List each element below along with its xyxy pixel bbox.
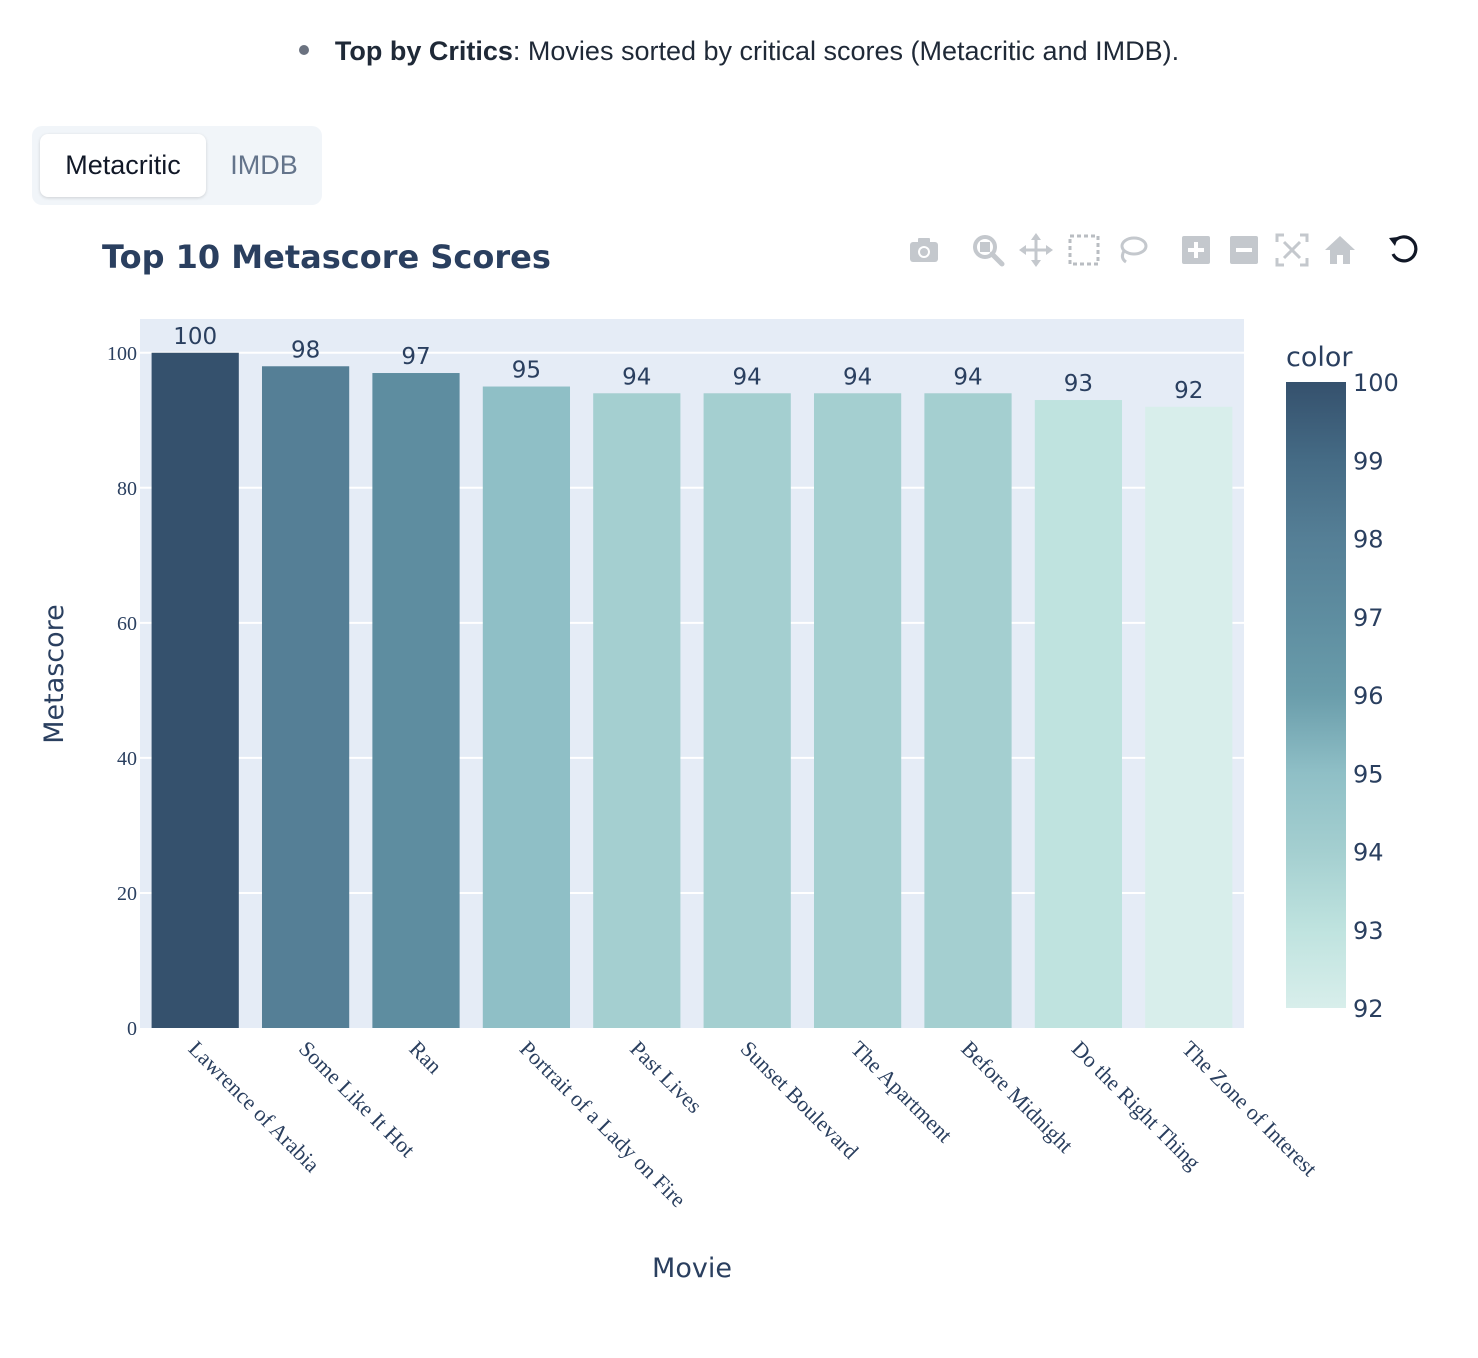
x-axis-title: Movie	[652, 1253, 732, 1284]
colorbar-tick-label: 94	[1353, 839, 1384, 867]
intro-term: Top by Critics	[334, 36, 513, 66]
bar[interactable]	[1145, 406, 1233, 1028]
intro-bullet: Top by Critics: Movies sorted by critica…	[0, 36, 1478, 67]
bar-value-label: 98	[291, 337, 320, 363]
y-tick-label: 60	[117, 613, 137, 635]
pan-icon[interactable]	[1016, 228, 1056, 272]
bar-value-label: 92	[1174, 378, 1203, 404]
x-tick-label: Before Midnight	[956, 1036, 1078, 1158]
bar-value-label: 94	[733, 364, 762, 390]
intro-text: : Movies sorted by critical scores (Meta…	[512, 36, 1180, 66]
colorbar-tick-label: 95	[1353, 760, 1384, 788]
colorbar	[1286, 382, 1346, 1008]
chart-title: Top 10 Metascore Scores	[102, 238, 551, 276]
y-tick-label: 20	[117, 883, 137, 905]
zoom-in-icon[interactable]	[1176, 228, 1216, 272]
reset-axes-icon[interactable]	[1320, 228, 1360, 272]
y-axis-title: Metascore	[39, 604, 70, 744]
y-tick-label: 40	[117, 748, 137, 770]
lasso-select-icon[interactable]	[1112, 228, 1152, 272]
colorbar-tick-label: 99	[1353, 447, 1384, 475]
bar[interactable]	[1034, 400, 1123, 1028]
colorbar-tick-label: 96	[1353, 682, 1384, 710]
colorbar-title: color	[1286, 342, 1353, 373]
x-tick-label: Past Lives	[625, 1036, 707, 1118]
reset-icon[interactable]	[1384, 228, 1424, 272]
bar-value-label: 94	[843, 364, 872, 390]
bar[interactable]	[372, 373, 460, 1028]
bar[interactable]	[151, 352, 239, 1028]
tab-metacritic[interactable]: Metacritic	[40, 134, 206, 197]
bar[interactable]	[261, 366, 350, 1028]
bar-value-label: 94	[953, 364, 982, 390]
y-tick-label: 0	[127, 1018, 137, 1040]
colorbar-tick-label: 98	[1353, 526, 1384, 554]
y-tick-label: 80	[117, 478, 137, 500]
bar-value-label: 93	[1064, 371, 1093, 397]
bar[interactable]	[703, 393, 791, 1028]
bar[interactable]	[593, 393, 681, 1028]
x-tick-label: Some Like It Hot	[294, 1036, 420, 1162]
bar[interactable]	[924, 393, 1012, 1028]
x-tick-label: Sunset Boulevard	[736, 1036, 864, 1164]
autoscale-icon[interactable]	[1272, 228, 1312, 272]
bar-value-label: 95	[512, 358, 541, 384]
box-select-icon[interactable]	[1064, 228, 1104, 272]
zoom-out-icon[interactable]	[1224, 228, 1264, 272]
tab-list: Metacritic IMDB	[32, 126, 322, 205]
bar[interactable]	[482, 386, 571, 1028]
x-tick-label: Ran	[404, 1036, 447, 1079]
camera-icon[interactable]	[904, 228, 944, 272]
colorbar-tick-label: 100	[1353, 369, 1399, 397]
tab-imdb[interactable]: IMDB	[230, 150, 298, 180]
bullet-dot	[298, 44, 309, 55]
bar-value-label: 94	[622, 364, 651, 390]
bar-value-label: 100	[173, 324, 217, 350]
colorbar-tick-label: 97	[1353, 604, 1384, 632]
colorbar-tick-label: 93	[1353, 917, 1384, 945]
zoom-icon[interactable]	[968, 228, 1008, 272]
colorbar-tick-label: 92	[1353, 995, 1384, 1023]
x-tick-label: The Apartment	[846, 1036, 957, 1147]
bar[interactable]	[813, 393, 902, 1028]
y-tick-label: 100	[107, 343, 137, 365]
bar-value-label: 97	[401, 344, 430, 370]
